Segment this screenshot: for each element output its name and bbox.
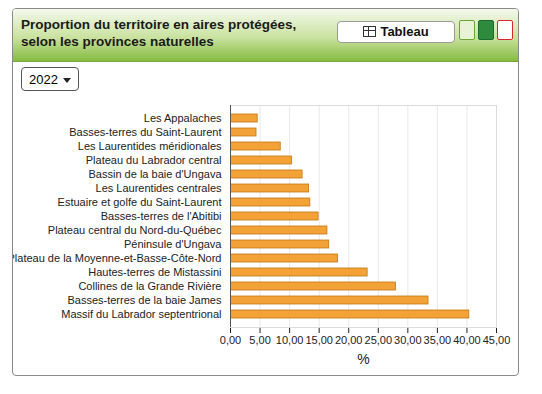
svg-text:Plateau du Labrador central: Plateau du Labrador central bbox=[86, 154, 222, 166]
svg-text:Les Laurentides centrales: Les Laurentides centrales bbox=[96, 182, 222, 194]
svg-text:Basses-terres de l'Abitibi: Basses-terres de l'Abitibi bbox=[101, 210, 222, 222]
svg-text:Bassin de la baie d'Ungava: Bassin de la baie d'Ungava bbox=[89, 168, 223, 180]
svg-text:Massif du Labrador septentrion: Massif du Labrador septentrional bbox=[61, 308, 221, 320]
html-text:Proportion du territoire en ai: Proportion du territoire en aires protég… bbox=[21, 17, 297, 49]
svg-text:%: % bbox=[357, 351, 369, 367]
svg-text:5,00: 5,00 bbox=[249, 334, 270, 346]
svg-text:35,00: 35,00 bbox=[424, 334, 452, 346]
svg-text:40,00: 40,00 bbox=[453, 334, 481, 346]
svg-text:Collines de la Grande Rivière: Collines de la Grande Rivière bbox=[78, 280, 221, 292]
svg-text:25,00: 25,00 bbox=[365, 334, 393, 346]
svg-text:10,00: 10,00 bbox=[276, 334, 304, 346]
svg-text:Estuaire et golfe du Saint-Lau: Estuaire et golfe du Saint-Laurent bbox=[58, 196, 222, 208]
svg-text:Hautes-terres de Mistassini: Hautes-terres de Mistassini bbox=[88, 266, 221, 278]
svg-text:Les Laurentides méridionales: Les Laurentides méridionales bbox=[78, 140, 222, 152]
html-text:Tableau: Tableau bbox=[380, 24, 429, 39]
svg-text:20,00: 20,00 bbox=[335, 334, 363, 346]
svg-text:Péninsule d'Ungava: Péninsule d'Ungava bbox=[124, 238, 222, 250]
svg-text:45,00: 45,00 bbox=[483, 334, 511, 346]
svg-text:15,00: 15,00 bbox=[305, 334, 333, 346]
svg-text:0,00: 0,00 bbox=[220, 334, 241, 346]
svg-text:Les Appalaches: Les Appalaches bbox=[144, 112, 222, 124]
svg-text:Plateau de la Moyenne-et-Basse: Plateau de la Moyenne-et-Basse-Côte-Nord bbox=[13, 252, 222, 264]
svg-text:Basses-terres de la baie James: Basses-terres de la baie James bbox=[67, 294, 222, 306]
html-text:2022: 2022 bbox=[29, 72, 58, 87]
svg-text:30,00: 30,00 bbox=[394, 334, 422, 346]
svg-text:Basses-terres du Saint-Laurent: Basses-terres du Saint-Laurent bbox=[69, 126, 221, 138]
svg-text:Plateau central du Nord-du-Qué: Plateau central du Nord-du-Québec bbox=[48, 224, 222, 236]
